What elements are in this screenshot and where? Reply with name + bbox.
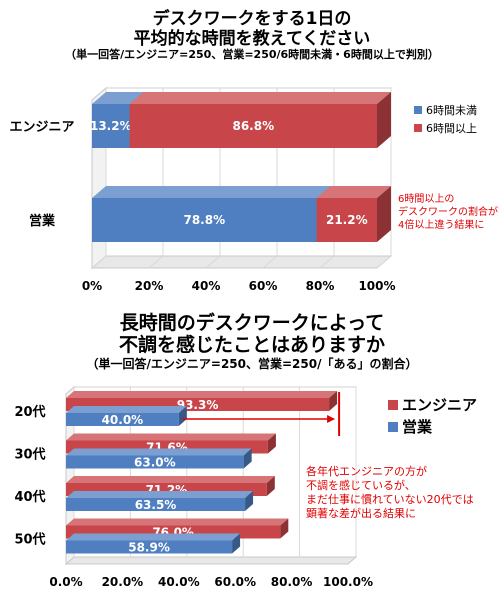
chart1-bar-1-top [316, 186, 391, 198]
chart2-title: 長時間のデスクワークによって [119, 312, 385, 334]
chart1-annotation: デスクワークの割合が [398, 205, 498, 218]
chart1-floor [90, 255, 393, 269]
chart2-bar-1-side [243, 448, 252, 469]
chart2-bar-1 [66, 540, 233, 554]
chart1-annotation: 6時間以上の [398, 193, 454, 205]
chart1-tick-label: 0% [82, 279, 102, 293]
chart1-bar-1-side [377, 186, 391, 242]
chart1-bar-1 [129, 104, 377, 148]
chart1-gridline-floor [262, 255, 278, 269]
chart2-bar-1-top [66, 533, 241, 541]
chart1-bar-1-side [377, 92, 391, 148]
chart1-annotation: 4倍以上違う結果に [398, 218, 484, 231]
chart2-legend-swatch [388, 422, 398, 432]
chart2-tick-label: 20.0% [102, 575, 144, 589]
chart2-bar-0-top [66, 433, 276, 441]
chart2-bar-0-top [66, 391, 338, 398]
chart1-legend-label: 6時間未満 [426, 104, 477, 117]
chart1-bar-0-top [92, 186, 331, 198]
chart2-data-label: 63.0% [134, 456, 176, 470]
chart1-tick-label: 80% [306, 279, 335, 293]
chart1-category-label: エンジニア [9, 120, 74, 135]
chart1-category-label: 営業 [29, 213, 56, 229]
chart1-note: （単一回答/エンジニア=250、営業=250/6時間未満・6時間以上で判別） [65, 48, 439, 61]
chart2-bar-1 [66, 498, 246, 511]
chart2-annotation: 顕著な差が出る結果に [306, 506, 416, 520]
chart2-bar-1-top [66, 491, 254, 498]
chart2-bar-0-side [329, 391, 338, 411]
chart1-data-label: 78.8% [183, 213, 225, 227]
chart2-legend-label: 営業 [402, 418, 433, 436]
chart1-legend-swatch [414, 124, 422, 132]
chart2-category-label: 50代 [14, 532, 45, 548]
chart1-data-label: 86.8% [232, 119, 274, 133]
chart2-data-label: 93.3% [177, 398, 219, 412]
chart2-annotation: 不調を感じているが、 [306, 478, 416, 492]
chart2-bar-1-side [232, 533, 241, 554]
chart1-bar-1-top [129, 92, 391, 104]
chart1-data-label: 13.2% [90, 119, 132, 133]
chart2-bar-0-top [66, 518, 289, 526]
chart1-tick-label: 60% [249, 279, 278, 293]
chart2-floor [64, 556, 358, 565]
chart2-note: （単一回答/エンジニア=250、営業=250/「ある」の割合） [86, 357, 418, 371]
chart1-gridline-floor [148, 255, 164, 269]
chart1-gridline-floor [205, 255, 221, 269]
chart2-bar-1-side [178, 406, 187, 426]
chart1-tick-label: 100% [358, 279, 395, 293]
chart1-bar-0 [92, 198, 317, 242]
chart2-bar-1 [66, 455, 244, 469]
chart1-bar-0 [92, 104, 130, 148]
chart2-bar-0-top [66, 476, 275, 483]
chart1-tick-label: 20% [135, 279, 164, 293]
chart2-category-label: 40代 [14, 489, 45, 505]
chart2-data-label: 63.5% [135, 498, 177, 512]
chart1-tick-label: 40% [192, 279, 221, 293]
chart2-bar-1-top [66, 448, 252, 456]
chart2-data-label: 40.0% [102, 413, 144, 427]
chart1-gridline-floor [376, 255, 392, 269]
chart1-bar-1 [316, 198, 377, 242]
chart2-annotation: 各年代エンジニアの方が [306, 464, 427, 478]
chart1-gridline-floor [91, 255, 107, 269]
chart1-gridline-floor [319, 255, 335, 269]
chart2-subtitle: 不調を感じたことはありますか [118, 334, 385, 356]
chart2-tick-label: 100.0% [323, 575, 373, 589]
chart2-tick-label: 60.0% [214, 575, 256, 589]
chart2-bar-0-side [267, 433, 276, 454]
chart1-bar-0-top [92, 92, 144, 104]
chart2-bar-0-side [280, 518, 289, 539]
chart2-legend-swatch [388, 400, 398, 410]
chart2-tick-label: 80.0% [271, 575, 313, 589]
chart2-bar-1 [66, 413, 179, 426]
chart2-category-label: 20代 [14, 404, 45, 420]
chart1-data-label: 21.2% [326, 213, 368, 227]
chart2-data-label: 58.9% [128, 541, 170, 555]
chart2-category-label: 30代 [14, 447, 45, 463]
chart2-tick-label: 0.0% [49, 575, 82, 589]
chart2-tick-label: 40.0% [158, 575, 200, 589]
chart2-legend-label: エンジニア [402, 396, 477, 414]
chart2-annotation: まだ仕事に慣れていない20代では [306, 492, 474, 506]
chart1-subtitle: 平均的な時間を教えてください [133, 29, 371, 49]
chart2-gap-arrowhead [327, 415, 336, 423]
chart1-legend-label: 6時間以上 [426, 122, 477, 135]
chart1-legend-swatch [414, 106, 422, 114]
chart2-bar-0-side [266, 476, 275, 496]
chart1-title: デスクワークをする1日の [152, 9, 352, 29]
chart2-bar-1-top [66, 406, 187, 413]
chart2-bar-1-side [245, 491, 254, 511]
